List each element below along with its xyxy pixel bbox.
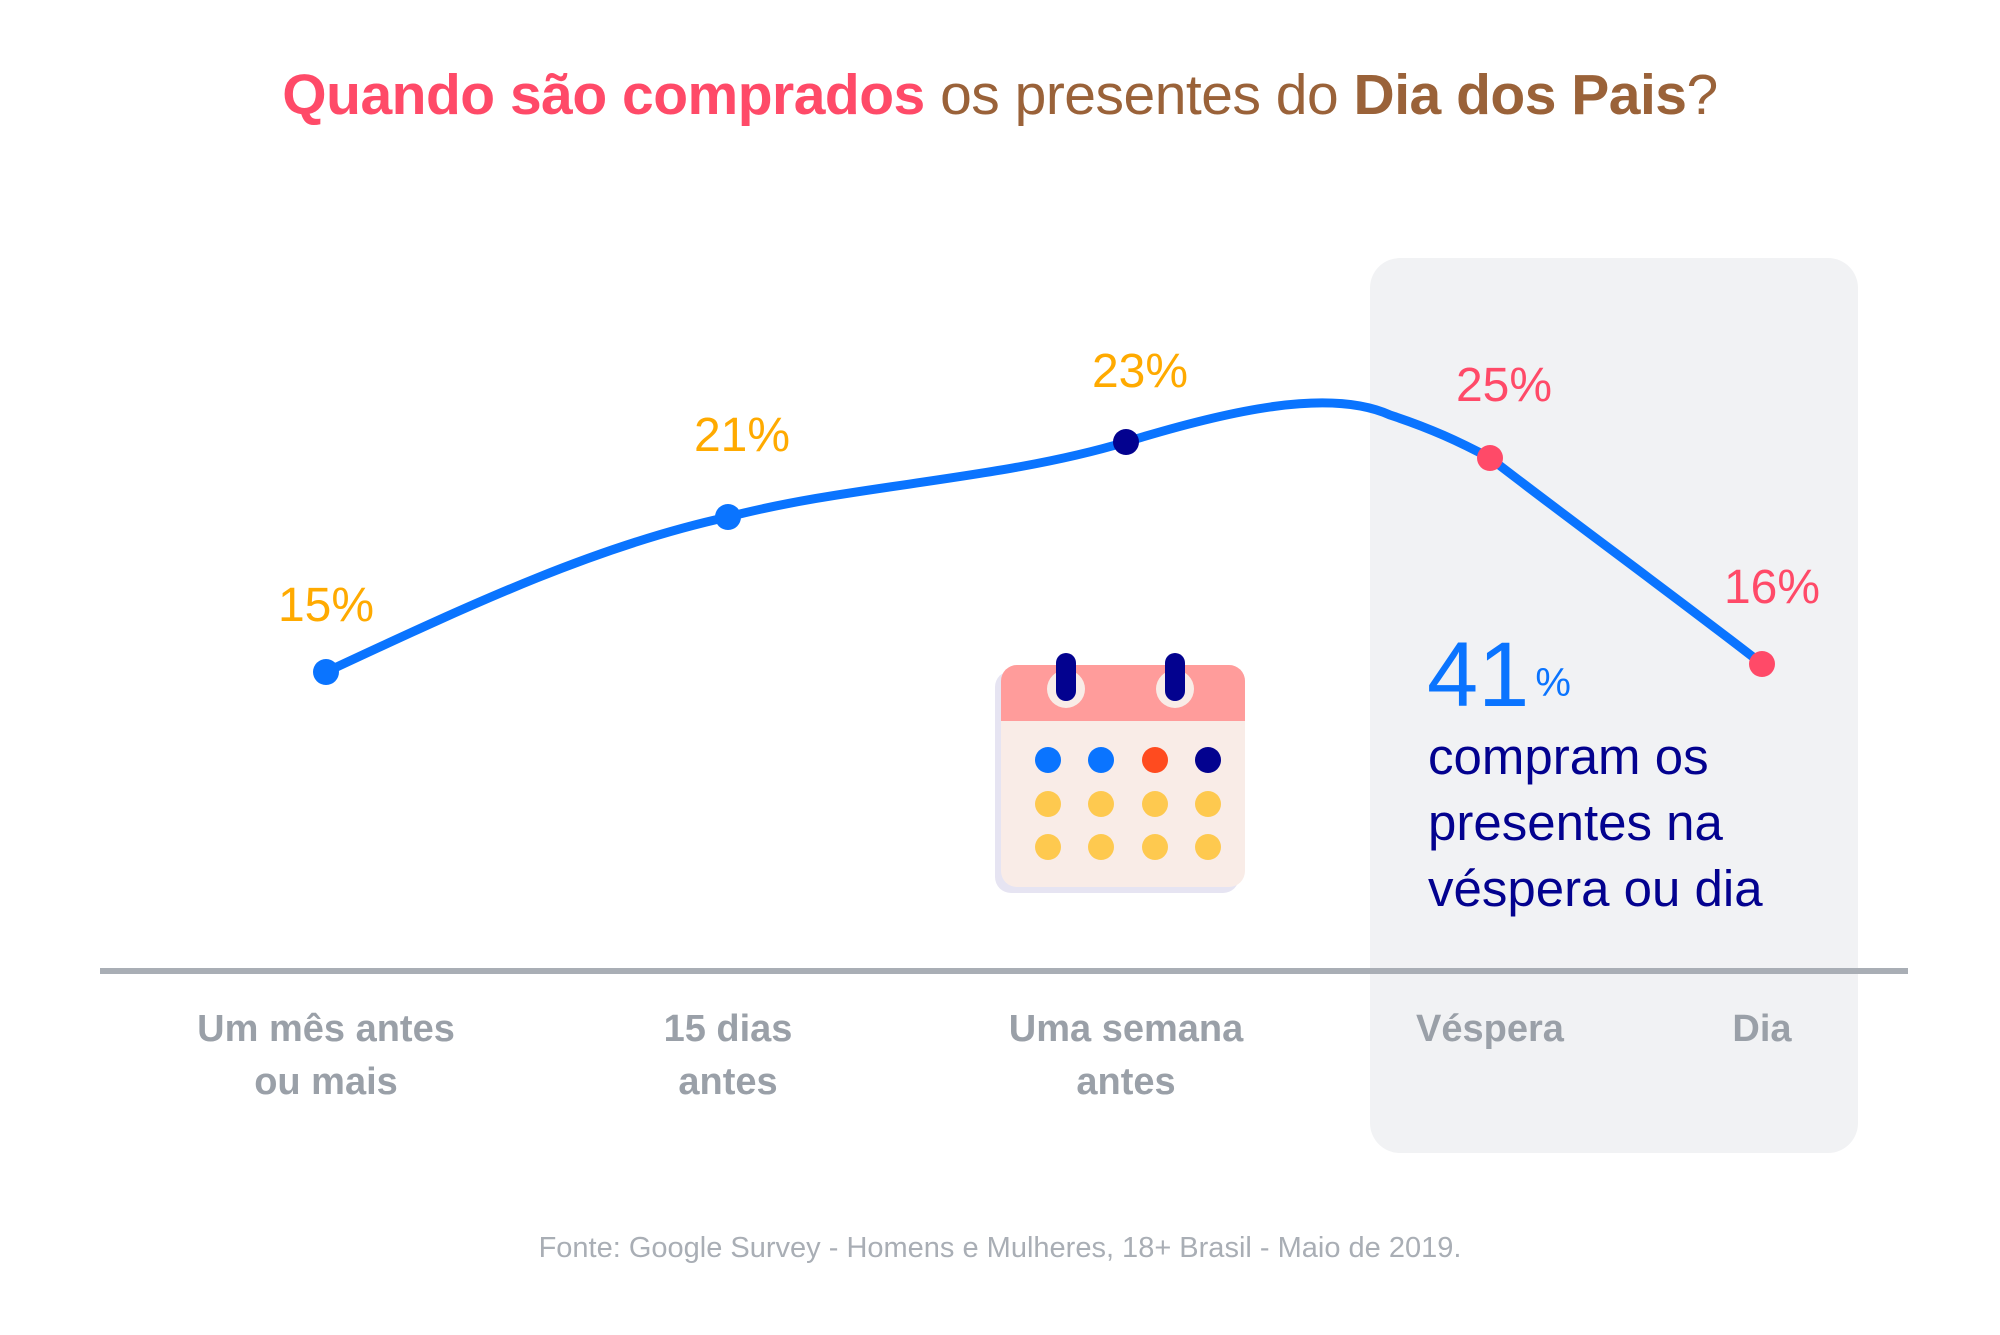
data-point <box>1749 651 1775 677</box>
calendar-icon <box>993 653 1253 903</box>
data-label: 25% <box>1455 359 1553 412</box>
x-tick-label: 15 dias antes <box>663 1008 793 1103</box>
callout-unit: % <box>1535 661 1571 705</box>
data-point <box>1477 445 1503 471</box>
title-emphasis: Dia dos Pais <box>1353 63 1687 127</box>
x-tick-label: Uma semana antes <box>1008 1008 1244 1103</box>
data-label: 16% <box>1723 561 1821 614</box>
callout-line: presentes na <box>1428 794 1723 851</box>
title-middle: os presentes do <box>924 63 1354 127</box>
data-point <box>313 659 339 685</box>
title-highlight: Quando são comprados <box>282 63 925 127</box>
series-line <box>321 398 1767 677</box>
data-label: 15% <box>277 579 375 632</box>
data-label: 23% <box>1091 345 1189 398</box>
data-label: 21% <box>693 409 791 462</box>
highlight-panel <box>1370 258 1858 1153</box>
callout-value: 41 <box>1427 624 1530 726</box>
x-tick-label: Dia <box>1732 1008 1792 1050</box>
data-point <box>1113 429 1139 455</box>
callout-text: compram os presentes na véspera ou dia <box>1428 724 1763 922</box>
data-point <box>715 504 741 530</box>
x-tick-label: Véspera <box>1416 1008 1564 1050</box>
chart-title: Quando são comprados os presentes do Dia… <box>0 62 2000 128</box>
title-question-mark: ? <box>1686 63 1719 127</box>
callout-line: véspera ou dia <box>1428 860 1763 917</box>
x-tick-label: Um mês antes ou mais <box>197 1008 455 1103</box>
callout-line: compram os <box>1428 728 1709 785</box>
source-footnote: Fonte: Google Survey - Homens e Mulheres… <box>538 1232 1462 1264</box>
callout-percentage: 41% <box>1427 625 1571 725</box>
